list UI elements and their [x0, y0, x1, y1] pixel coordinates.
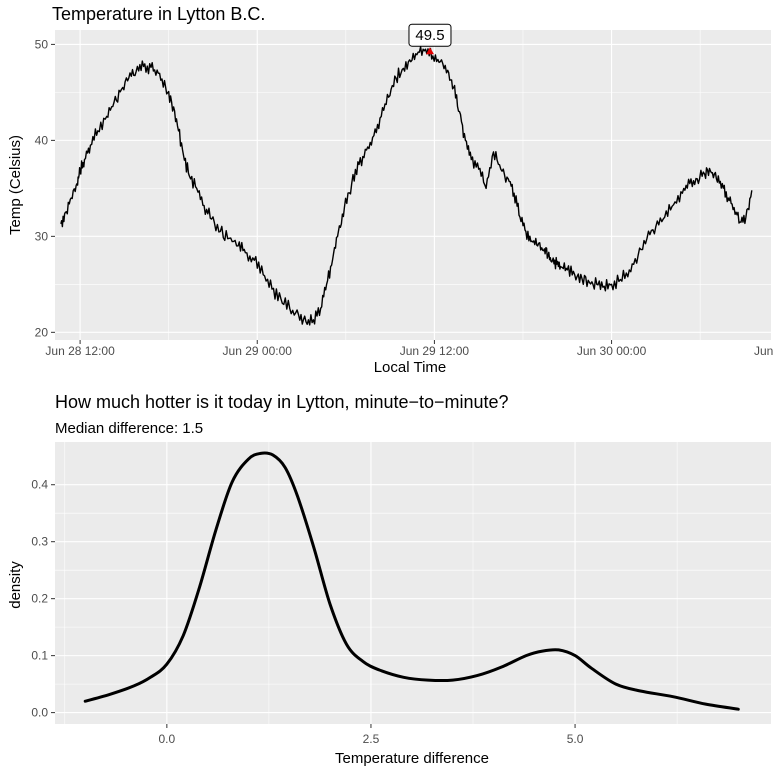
- temperature-chart-title: Temperature in Lytton B.C.: [52, 4, 265, 24]
- density-y-tick-label: 0.3: [31, 535, 48, 549]
- density-y-tick-label: 0.4: [31, 478, 48, 492]
- temperature-y-tick-label: 30: [35, 229, 49, 243]
- peak-label: 49.5: [415, 27, 444, 44]
- temperature-y-axis-title: Temp (Celsius): [7, 135, 24, 235]
- peak-annotation: 49.5: [408, 23, 452, 55]
- density-gridlines: [55, 442, 771, 724]
- density-chart-panel: [55, 442, 771, 724]
- density-line: [83, 451, 740, 711]
- density-y-tick-label: 0.0: [31, 706, 48, 720]
- density-x-tick-label: 5.0: [567, 732, 584, 746]
- peak-label-box: [408, 23, 452, 47]
- density-x-axis-title: Temperature difference: [335, 750, 489, 767]
- temperature-x-tick-label: Jun 29 12:00: [400, 344, 470, 358]
- temperature-x-axis-title: Local Time: [374, 359, 447, 376]
- peak-marker: [425, 47, 434, 55]
- temperature-chart: Temperature in Lytton B.C. 20 30 40 50 Jun 2…: [7, 4, 776, 376]
- density-y-axis-title: density: [7, 561, 24, 609]
- temperature-axis-ticks: 20 30 40 50 Jun 28 12:00 Jun 29 00:00 Jun 29 1…: [35, 37, 776, 358]
- density-chart-subtitle: Median difference: 1.5: [55, 420, 203, 437]
- temperature-line: [60, 46, 753, 326]
- density-axis-ticks: 0.0 0.1 0.2 0.3 0.4 0.0 2.5 5.0: [31, 478, 583, 746]
- temperature-y-tick-label: 20: [35, 325, 49, 339]
- density-x-tick-label: 0.0: [159, 732, 176, 746]
- temperature-y-tick-label: 50: [35, 37, 49, 51]
- temperature-gridlines: [55, 30, 771, 340]
- density-y-tick-label: 0.1: [31, 649, 48, 663]
- temperature-x-tick-label: Jun 30 00:00: [577, 344, 647, 358]
- density-y-tick-label: 0.2: [31, 592, 48, 606]
- temperature-x-tick-label: Jun 29 00:00: [223, 344, 293, 358]
- density-x-tick-label: 2.5: [363, 732, 380, 746]
- temperature-chart-panel: [55, 30, 771, 340]
- temperature-x-tick-label: Jun 28 12:00: [45, 344, 115, 358]
- temperature-x-tick-label: Jun 30 12:00: [754, 344, 776, 358]
- temperature-y-tick-label: 40: [35, 133, 49, 147]
- density-chart: How much hotter is it today in Lytton, m…: [7, 392, 771, 767]
- density-chart-title: How much hotter is it today in Lytton, m…: [55, 392, 509, 412]
